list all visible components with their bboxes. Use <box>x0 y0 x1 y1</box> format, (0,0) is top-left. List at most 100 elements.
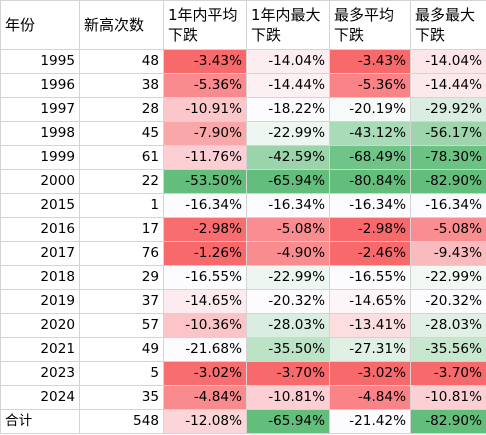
cell-max-1y: -5.08% <box>246 217 330 242</box>
table-row: 2024 35 -4.84% -10.81% -4.84% -10.81% <box>0 385 486 410</box>
cell-max-1y: -28.03% <box>246 313 330 338</box>
cell-avg-1y: -7.90% <box>163 121 247 146</box>
cell-max-all: -28.03% <box>410 313 486 338</box>
cell-avg-all: -68.49% <box>329 145 411 170</box>
table-row: 2023 5 -3.02% -3.70% -3.02% -3.70% <box>0 361 486 386</box>
cell-max-1y: -18.22% <box>246 97 330 122</box>
header-year: 年份 <box>0 0 80 50</box>
table-row: 2000 22 -53.50% -65.94% -80.84% -82.90% <box>0 169 486 194</box>
cell-year: 2016 <box>0 217 80 242</box>
cell-avg-1y: -16.34% <box>163 193 247 218</box>
cell-avg-1y: -3.43% <box>163 49 247 74</box>
table-row: 1997 28 -10.91% -18.22% -20.19% -29.92% <box>0 97 486 122</box>
total-avg-1y: -12.08% <box>163 409 247 434</box>
header-max-1y: 1年内最大下跌 <box>246 0 330 50</box>
cell-max-all: -20.32% <box>410 289 486 314</box>
cell-max-all: -22.99% <box>410 265 486 290</box>
cell-max-1y: -20.32% <box>246 289 330 314</box>
cell-avg-all: -27.31% <box>329 337 411 362</box>
cell-avg-all: -2.46% <box>329 241 411 266</box>
cell-year: 2018 <box>0 265 80 290</box>
cell-avg-1y: -4.84% <box>163 385 247 410</box>
table-row: 2016 17 -2.98% -5.08% -2.98% -5.08% <box>0 217 486 242</box>
cell-max-all: -56.17% <box>410 121 486 146</box>
cell-max-all: -3.70% <box>410 361 486 386</box>
header-avg-all: 最多平均下跌 <box>329 0 411 50</box>
header-row: 年份 新高次数 1年内平均下跌 1年内最大下跌 最多平均下跌 最多最大下跌 <box>0 0 486 50</box>
cell-max-all: -29.92% <box>410 97 486 122</box>
cell-max-all: -9.43% <box>410 241 486 266</box>
cell-count: 35 <box>79 385 164 410</box>
cell-avg-all: -43.12% <box>329 121 411 146</box>
cell-avg-all: -3.02% <box>329 361 411 386</box>
cell-count: 17 <box>79 217 164 242</box>
cell-avg-all: -16.34% <box>329 193 411 218</box>
cell-year: 2024 <box>0 385 80 410</box>
cell-max-1y: -35.50% <box>246 337 330 362</box>
cell-avg-all: -4.84% <box>329 385 411 410</box>
cell-year: 2023 <box>0 361 80 386</box>
cell-count: 38 <box>79 73 164 98</box>
cell-count: 22 <box>79 169 164 194</box>
cell-avg-all: -3.43% <box>329 49 411 74</box>
cell-max-1y: -14.44% <box>246 73 330 98</box>
cell-year: 2000 <box>0 169 80 194</box>
cell-avg-all: -80.84% <box>329 169 411 194</box>
total-label: 合计 <box>0 409 80 434</box>
table-row: 2015 1 -16.34% -16.34% -16.34% -16.34% <box>0 193 486 218</box>
cell-avg-all: -16.55% <box>329 265 411 290</box>
total-max-all: -82.90% <box>410 409 486 434</box>
total-avg-all: -21.42% <box>329 409 411 434</box>
cell-avg-1y: -16.55% <box>163 265 247 290</box>
cell-max-all: -35.56% <box>410 337 486 362</box>
cell-max-all: -10.81% <box>410 385 486 410</box>
cell-avg-1y: -5.36% <box>163 73 247 98</box>
cell-count: 49 <box>79 337 164 362</box>
cell-count: 76 <box>79 241 164 266</box>
header-count: 新高次数 <box>79 0 164 50</box>
table-row: 2019 37 -14.65% -20.32% -14.65% -20.32% <box>0 289 486 314</box>
cell-avg-1y: -10.91% <box>163 97 247 122</box>
cell-max-all: -14.04% <box>410 49 486 74</box>
table-row: 2018 29 -16.55% -22.99% -16.55% -22.99% <box>0 265 486 290</box>
cell-max-1y: -65.94% <box>246 169 330 194</box>
table-row: 1996 38 -5.36% -14.44% -5.36% -14.44% <box>0 73 486 98</box>
cell-max-all: -5.08% <box>410 217 486 242</box>
cell-year: 2015 <box>0 193 80 218</box>
cell-avg-1y: -14.65% <box>163 289 247 314</box>
table-row: 1999 61 -11.76% -42.59% -68.49% -78.30% <box>0 145 486 170</box>
cell-avg-1y: -11.76% <box>163 145 247 170</box>
cell-avg-1y: -53.50% <box>163 169 247 194</box>
cell-max-1y: -42.59% <box>246 145 330 170</box>
header-avg-1y: 1年内平均下跌 <box>163 0 247 50</box>
cell-avg-1y: -10.36% <box>163 313 247 338</box>
table-row: 2021 49 -21.68% -35.50% -27.31% -35.56% <box>0 337 486 362</box>
total-max-1y: -65.94% <box>246 409 330 434</box>
cell-count: 48 <box>79 49 164 74</box>
cell-avg-all: -5.36% <box>329 73 411 98</box>
cell-avg-1y: -3.02% <box>163 361 247 386</box>
table-row: 1995 48 -3.43% -14.04% -3.43% -14.04% <box>0 49 486 74</box>
cell-avg-all: -20.19% <box>329 97 411 122</box>
cell-count: 61 <box>79 145 164 170</box>
cell-max-1y: -10.81% <box>246 385 330 410</box>
cell-avg-1y: -2.98% <box>163 217 247 242</box>
cell-year: 2020 <box>0 313 80 338</box>
table-row: 2017 76 -1.26% -4.90% -2.46% -9.43% <box>0 241 486 266</box>
cell-year: 1998 <box>0 121 80 146</box>
cell-year: 1999 <box>0 145 80 170</box>
cell-avg-1y: -21.68% <box>163 337 247 362</box>
cell-max-all: -82.90% <box>410 169 486 194</box>
cell-count: 37 <box>79 289 164 314</box>
cell-max-1y: -22.99% <box>246 121 330 146</box>
cell-max-1y: -4.90% <box>246 241 330 266</box>
cell-year: 1996 <box>0 73 80 98</box>
cell-max-1y: -22.99% <box>246 265 330 290</box>
cell-count: 1 <box>79 193 164 218</box>
total-count: 548 <box>79 409 164 434</box>
cell-max-1y: -14.04% <box>246 49 330 74</box>
cell-avg-all: -14.65% <box>329 289 411 314</box>
cell-year: 2021 <box>0 337 80 362</box>
